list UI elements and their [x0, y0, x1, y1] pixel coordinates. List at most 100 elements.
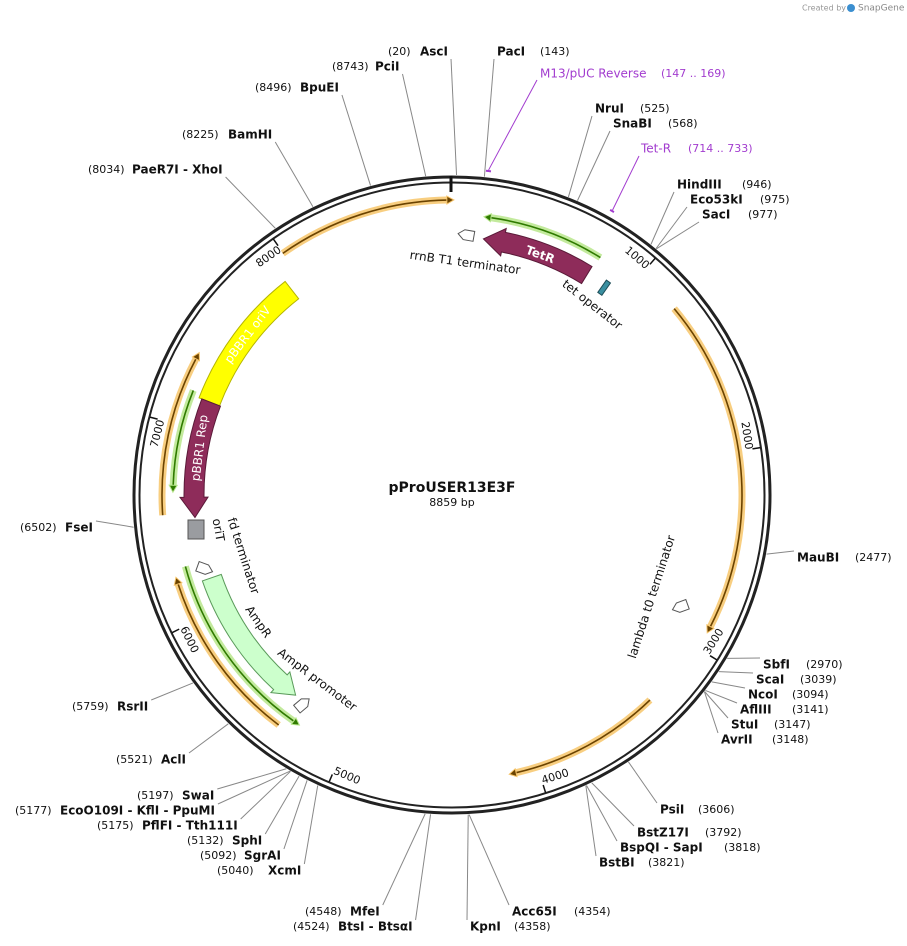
site-leader	[274, 141, 314, 208]
site-leader	[586, 785, 618, 842]
site-position: (568)	[668, 117, 698, 130]
site-name: SgrAI	[244, 849, 281, 863]
site-name: AclI	[161, 753, 186, 767]
orf-arrowhead	[191, 351, 201, 362]
site-leader	[151, 682, 194, 701]
site-position: (3147)	[774, 718, 811, 731]
ruler-label: 4000	[540, 766, 571, 787]
orf-arrowhead	[706, 624, 715, 634]
fd-terminator-glyph	[195, 560, 214, 575]
site-leader	[283, 780, 308, 850]
site-name: BpuEI	[300, 81, 339, 95]
feature-label: fd terminator	[225, 516, 263, 596]
primer-name: Tet-R	[640, 142, 671, 156]
site-leader	[402, 73, 427, 177]
site-name: RsrII	[117, 700, 148, 714]
credit-brand: SnapGene	[858, 4, 905, 14]
site-name: HindIII	[677, 178, 722, 192]
site-position: (8225)	[182, 128, 219, 141]
orf-arc	[161, 358, 197, 516]
site-leader	[466, 814, 469, 921]
feature-label: oriT	[210, 517, 228, 543]
ruler-tick	[328, 774, 334, 783]
site-position: (2970)	[806, 658, 843, 671]
site-name: MfeI	[350, 905, 380, 919]
site-leader	[303, 785, 319, 865]
site-name: SphI	[232, 834, 262, 848]
site-leader	[341, 94, 371, 186]
site-position: (4358)	[514, 920, 551, 933]
primer-range: (147 .. 169)	[661, 67, 726, 80]
ampr-promoter-glyph	[292, 698, 310, 714]
site-position: (3148)	[772, 733, 809, 746]
site-leader	[567, 115, 593, 198]
site-name: MauBI	[797, 551, 839, 565]
feature-label: lambda t0 terminator	[625, 533, 678, 660]
site-position: (3094)	[792, 688, 829, 701]
orf-arc	[515, 699, 651, 774]
site-leader	[382, 813, 426, 906]
orf-arrowhead	[290, 716, 301, 726]
orf-arrowhead	[168, 484, 179, 494]
ruler-tick	[171, 628, 180, 634]
site-position: (5521)	[116, 753, 153, 766]
ruler-label: 8000	[253, 243, 283, 270]
orf-arrowhead	[446, 195, 455, 205]
site-name: NcoI	[748, 688, 778, 702]
site-position: (5177)	[15, 804, 52, 817]
oriv-band	[198, 280, 300, 407]
ruler-tick	[272, 238, 279, 247]
rep-arrow	[179, 398, 222, 519]
site-name: PflFI - Tth111I	[142, 819, 238, 833]
plasmid-size: 8859 bp	[429, 496, 474, 509]
orf-arrowhead	[483, 212, 493, 223]
site-leader	[711, 681, 746, 689]
site-name: BstZ17I	[637, 826, 689, 840]
site-position: (4354)	[574, 905, 611, 918]
site-name: BstBI	[599, 856, 635, 870]
ruler-label: 2000	[738, 421, 755, 451]
lambda-terminator-glyph	[671, 598, 690, 613]
site-name: AscI	[420, 45, 448, 59]
ampr-arrow	[201, 573, 297, 696]
primer-range: (714 .. 733)	[688, 142, 753, 155]
site-leader	[628, 761, 658, 804]
orf-arrowhead	[508, 767, 518, 778]
site-position: (5040)	[217, 864, 254, 877]
site-name: KpnI	[470, 920, 501, 934]
orf-arrowhead	[173, 576, 183, 586]
site-position: (5175)	[97, 819, 134, 832]
site-leader	[650, 191, 675, 245]
site-leader	[766, 550, 795, 555]
site-name: BamHI	[228, 128, 272, 142]
site-leader	[468, 814, 510, 906]
site-position: (3141)	[792, 703, 829, 716]
site-name: PaeR7I - XhoI	[132, 163, 223, 177]
site-position: (4548)	[305, 905, 342, 918]
site-position: (946)	[742, 178, 772, 191]
site-leader	[591, 782, 635, 827]
site-name: AflIII	[740, 703, 772, 717]
site-position: (6502)	[20, 521, 57, 534]
site-position: (5092)	[200, 849, 237, 862]
site-position: (5132)	[187, 834, 224, 847]
site-leader	[415, 814, 432, 921]
site-leader	[483, 58, 495, 177]
site-name: PacI	[497, 45, 525, 59]
site-name: NruI	[595, 102, 624, 116]
site-leader	[95, 520, 134, 528]
site-position: (975)	[760, 193, 790, 206]
orf-arc	[673, 308, 743, 628]
site-position: (20)	[388, 45, 411, 58]
site-leader	[655, 206, 688, 249]
site-leader	[705, 689, 738, 704]
site-position: (977)	[748, 208, 778, 221]
feature-label: pBBR1 oriV	[222, 303, 274, 366]
site-leader	[188, 723, 229, 754]
orf-arc	[184, 566, 295, 722]
tet-operator-box	[597, 279, 612, 296]
site-name: SbfI	[763, 658, 790, 672]
primer-leader	[612, 155, 640, 211]
